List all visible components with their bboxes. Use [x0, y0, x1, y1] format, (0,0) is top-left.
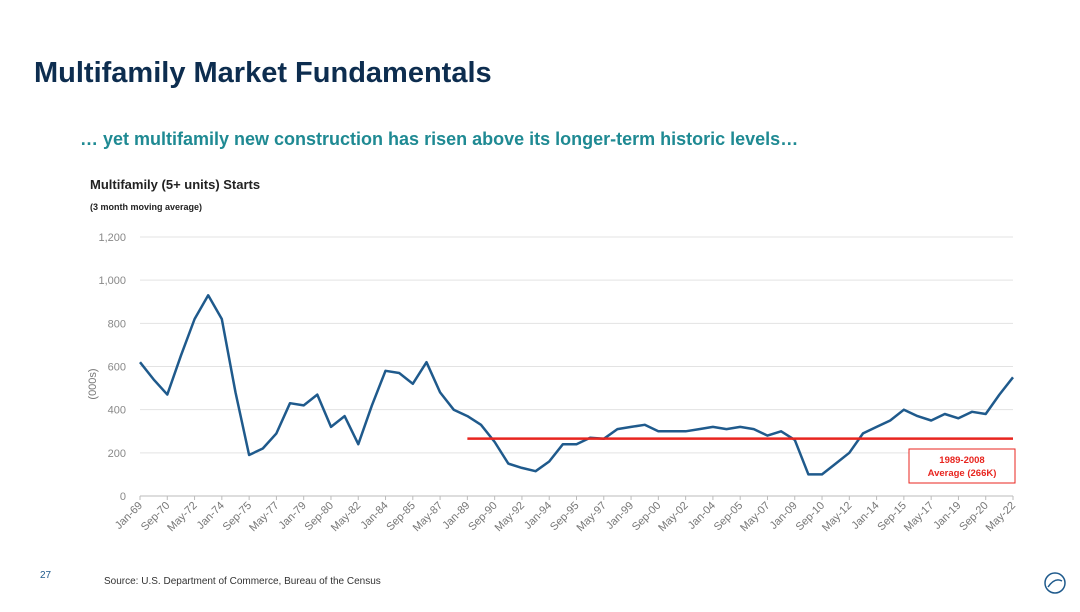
x-tick-label: May-97: [574, 500, 608, 534]
x-tick-label: May-72: [165, 500, 199, 534]
chart-title: Multifamily (5+ units) Starts: [90, 177, 260, 192]
x-tick-label: May-87: [411, 500, 445, 534]
page-number: 27: [40, 570, 52, 581]
x-tick-label: May-02: [656, 500, 690, 534]
x-tick-label: May-77: [247, 500, 281, 534]
x-tick-label: May-12: [820, 500, 854, 534]
data-line: [139, 294, 1014, 476]
x-tick-label: May-22: [984, 500, 1018, 534]
x-tick-label: May-17: [902, 500, 936, 534]
slide-subtitle: … yet multifamily new construction has r…: [80, 129, 798, 149]
y-tick-label: 0: [120, 491, 126, 503]
average-label: Average (266K): [928, 468, 997, 479]
x-tick-label: May-92: [493, 500, 527, 534]
average-label: 1989-2008: [939, 455, 984, 466]
y-tick-label: 800: [108, 318, 126, 330]
chart-subtitle: (3 month moving average): [90, 202, 202, 212]
y-tick-label: 600: [108, 362, 126, 374]
y-tick-label: 200: [108, 448, 126, 460]
y-tick-label: 1,200: [98, 232, 126, 244]
y-tick-label: 400: [108, 405, 126, 417]
y-tick-label: 1,000: [98, 275, 126, 287]
slide-title: Multifamily Market Fundamentals: [34, 57, 492, 89]
logo: [1044, 572, 1066, 594]
x-tick-label: May-07: [738, 500, 772, 534]
y-axis-label: (000s): [87, 368, 99, 399]
average-box: [908, 448, 1016, 484]
source: Source: U.S. Department of Commerce, Bur…: [104, 576, 381, 587]
x-tick-label: May-82: [329, 500, 363, 534]
